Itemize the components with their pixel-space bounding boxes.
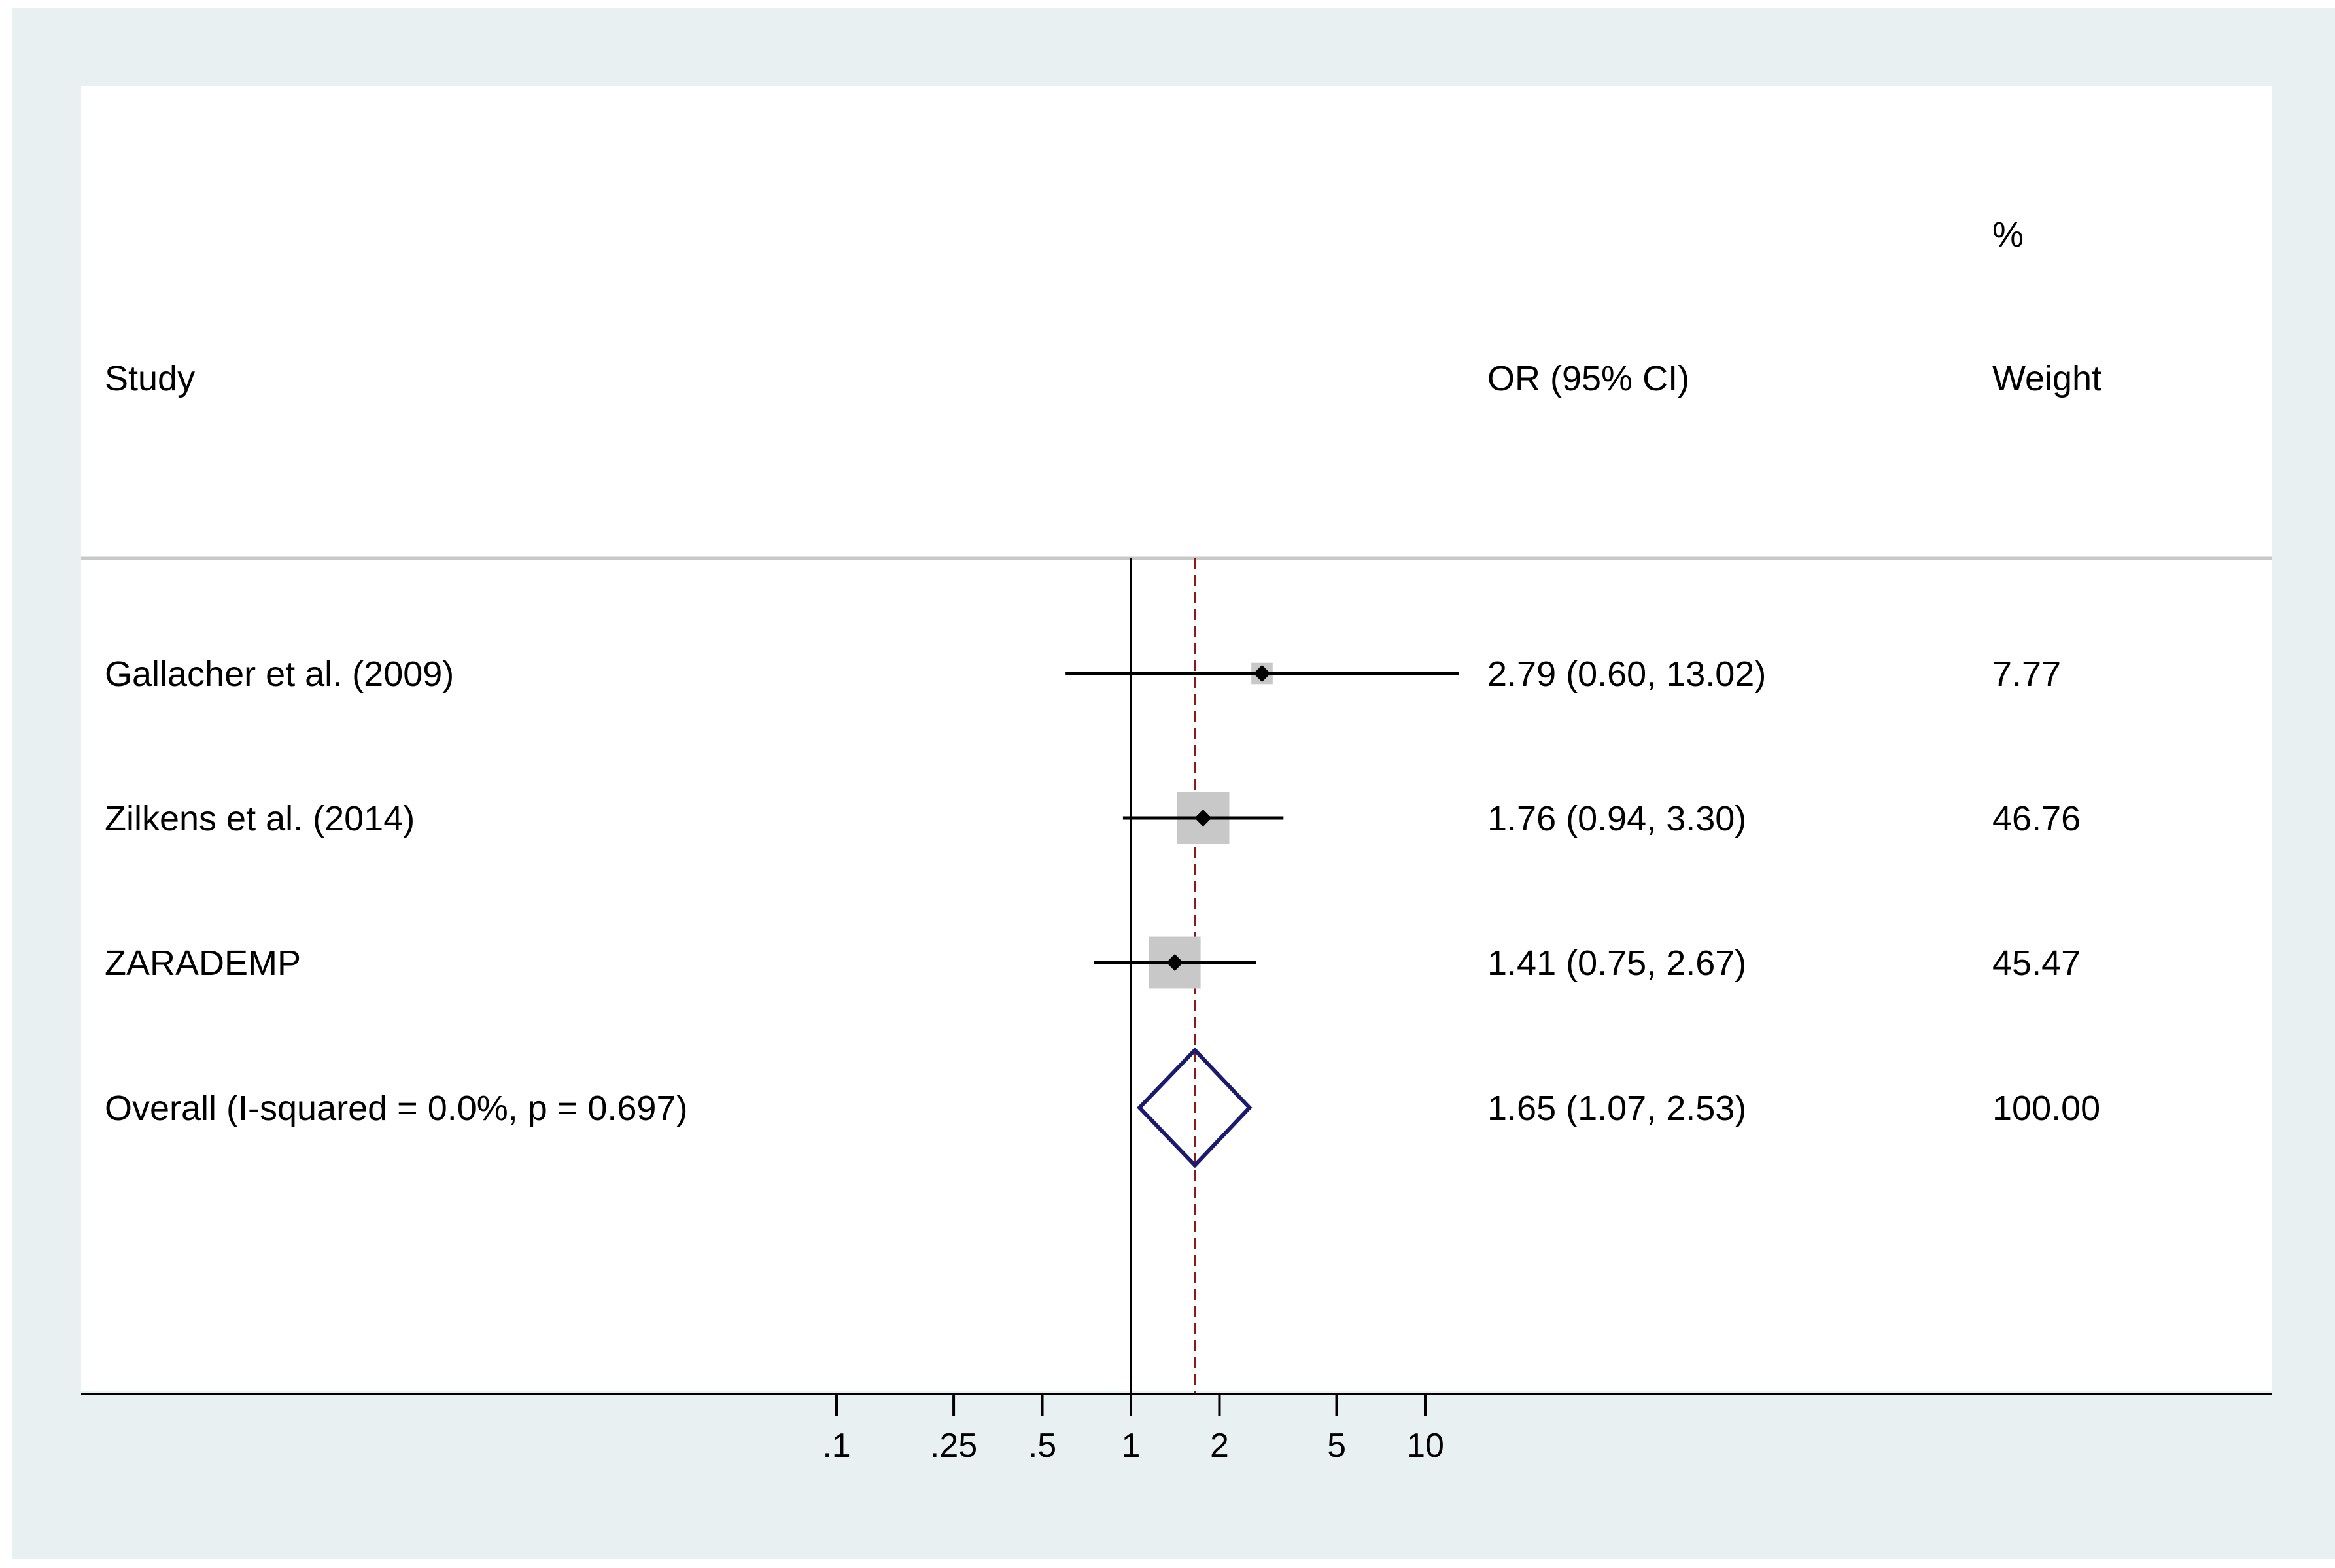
point-estimate bbox=[1253, 665, 1271, 682]
x-tick-label: 5 bbox=[1327, 1427, 1346, 1465]
x-tick-label: 2 bbox=[1210, 1427, 1229, 1465]
study-label: ZARADEMP bbox=[105, 944, 301, 983]
x-tick-label: .1 bbox=[822, 1427, 850, 1465]
header-weight: Weight bbox=[1992, 359, 2102, 398]
weight-label: 46.76 bbox=[1992, 799, 2081, 838]
effect-ci-label: 1.41 (0.75, 2.67) bbox=[1487, 944, 1746, 983]
effect-ci-label: 2.79 (0.60, 13.02) bbox=[1487, 655, 1766, 694]
forest-marks: Gallacher et al. (2009) 2.79 (0.60, 13.02… bbox=[81, 558, 2272, 1465]
forest-plot: Study OR (95% CI) % Weight Gallacher et … bbox=[81, 86, 2272, 1465]
overall-ci-label: 1.65 (1.07, 2.53) bbox=[1487, 1089, 1746, 1128]
overall-weight-label: 100.00 bbox=[1992, 1089, 2100, 1128]
weight-label: 7.77 bbox=[1992, 655, 2061, 694]
study-label: Gallacher et al. (2009) bbox=[105, 655, 454, 694]
chart-background: Study OR (95% CI) % Weight Gallacher et … bbox=[12, 8, 2335, 1559]
point-estimate bbox=[1194, 810, 1212, 827]
x-tick-label: 10 bbox=[1406, 1427, 1444, 1465]
x-tick-label: 1 bbox=[1122, 1427, 1141, 1465]
weight-label: 45.47 bbox=[1992, 944, 2081, 983]
study-label: Zilkens et al. (2014) bbox=[105, 799, 415, 838]
overall-diamond bbox=[1137, 1047, 1253, 1168]
plot-area bbox=[81, 86, 2272, 1391]
effect-ci-label: 1.76 (0.94, 3.30) bbox=[1487, 799, 1746, 838]
overall-label: Overall (I-squared = 0.0%, p = 0.697) bbox=[105, 1089, 687, 1128]
header-effect: OR (95% CI) bbox=[1487, 359, 1689, 398]
x-tick-label: .25 bbox=[930, 1427, 977, 1465]
header-weight-top: % bbox=[1992, 215, 2024, 254]
point-estimate bbox=[1166, 954, 1184, 971]
header-study: Study bbox=[105, 359, 195, 398]
x-tick-label: .5 bbox=[1028, 1427, 1056, 1465]
